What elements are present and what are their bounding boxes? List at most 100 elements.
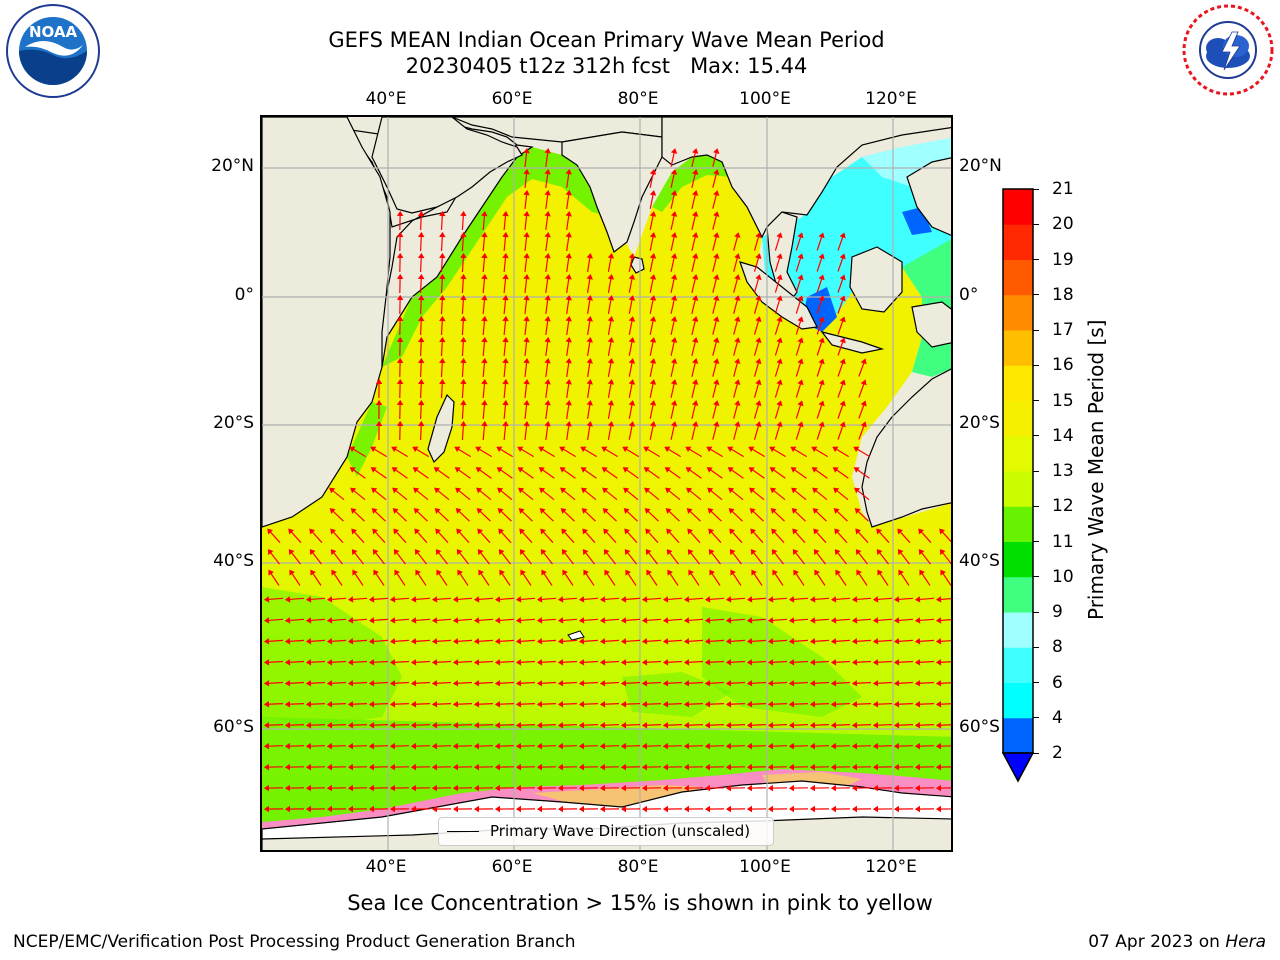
wave-arrow-head bbox=[439, 336, 446, 343]
wave-arrow-head bbox=[557, 659, 564, 666]
wave-arrow-head bbox=[872, 763, 879, 771]
wave-arrow-head bbox=[263, 680, 270, 687]
wave-arrow-head bbox=[776, 379, 783, 386]
wave-arrow-head bbox=[434, 508, 441, 514]
wave-arrow-head bbox=[368, 680, 375, 687]
wave-arrow-head bbox=[809, 638, 816, 645]
wave-arrow-head bbox=[855, 549, 862, 556]
wave-arrow-head bbox=[417, 399, 425, 406]
wave-arrow-head bbox=[502, 378, 509, 385]
wave-arrow-head bbox=[755, 358, 762, 365]
wave-arrow-head bbox=[691, 358, 699, 364]
wave-arrow-head bbox=[662, 680, 669, 687]
wave-arrow-head bbox=[893, 659, 900, 666]
wave-arrow-head bbox=[728, 487, 735, 494]
wave-arrow-head bbox=[326, 763, 333, 771]
wave-arrow-head bbox=[417, 420, 425, 427]
wave-arrow-head bbox=[797, 316, 804, 323]
wave-arrow-head bbox=[935, 638, 942, 645]
wave-arrow-head bbox=[935, 763, 942, 771]
footer-date: 07 Apr 2023 on Hera bbox=[1088, 932, 1266, 952]
colorbar-band bbox=[1003, 647, 1033, 683]
wave-arrow-head bbox=[709, 569, 715, 576]
wave-arrow-head bbox=[691, 148, 699, 154]
wave-arrow-head bbox=[809, 805, 816, 813]
wave-arrow-head bbox=[620, 596, 627, 603]
wave-arrow-head bbox=[586, 273, 593, 280]
wave-arrow-head bbox=[776, 253, 783, 260]
wave-arrow-head bbox=[557, 700, 564, 708]
wave-arrow-head bbox=[746, 721, 753, 729]
wave-arrow-head bbox=[565, 252, 572, 259]
wave-arrow-head bbox=[392, 508, 399, 514]
wave-arrow-head bbox=[797, 358, 804, 365]
wave-arrow-head bbox=[704, 700, 711, 708]
wave-arrow-head bbox=[734, 316, 741, 322]
colorbar-tick-mark bbox=[1033, 294, 1039, 296]
wave-arrow-head bbox=[538, 467, 545, 473]
wave-arrow-head bbox=[686, 508, 693, 514]
wave-arrow-head bbox=[854, 487, 861, 494]
wave-arrow-head bbox=[607, 273, 615, 280]
wave-arrow-head bbox=[935, 805, 942, 813]
wave-arrow-head bbox=[389, 659, 396, 666]
wave-arrow-head bbox=[662, 721, 669, 729]
wave-arrow-head bbox=[914, 700, 921, 708]
wave-arrow-head bbox=[460, 273, 467, 280]
wave-arrow-head bbox=[347, 763, 354, 771]
wave-arrow-head bbox=[439, 294, 446, 301]
wave-arrow-head bbox=[834, 528, 840, 535]
wave-arrow-head bbox=[396, 315, 404, 322]
wave-arrow-head bbox=[620, 742, 627, 750]
wave-arrow-head bbox=[818, 421, 825, 428]
wave-arrow-head bbox=[305, 763, 312, 771]
wave-arrow-head bbox=[473, 763, 480, 771]
wave-arrow-head bbox=[389, 784, 396, 792]
wave-arrow-head bbox=[391, 446, 398, 453]
wave-arrow-head bbox=[670, 358, 678, 364]
wave-arrow-head bbox=[725, 617, 732, 624]
wave-arrow-head bbox=[431, 784, 438, 792]
wave-arrow-head bbox=[410, 784, 417, 792]
wave-arrow-head bbox=[809, 596, 816, 603]
wave-arrow-head bbox=[536, 638, 543, 645]
wave-arrow-head bbox=[818, 232, 825, 239]
wave-arrow-head bbox=[452, 638, 459, 645]
wave-arrow-head bbox=[860, 400, 867, 407]
wave-arrow-head bbox=[812, 508, 819, 514]
wave-arrow-head bbox=[417, 231, 425, 238]
wave-arrow-head bbox=[746, 763, 753, 771]
wave-arrow-head bbox=[833, 508, 840, 514]
land-madagascar bbox=[427, 393, 455, 464]
wave-arrow-head bbox=[536, 659, 543, 666]
wave-arrow-head bbox=[898, 569, 904, 576]
wave-arrow-head bbox=[560, 508, 567, 514]
wave-arrow-head bbox=[628, 337, 636, 343]
wave-arrow-head bbox=[790, 467, 797, 473]
wave-arrow-head bbox=[368, 659, 375, 666]
wave-arrow-head bbox=[565, 231, 572, 238]
colorbar-tick-label: 16 bbox=[1052, 355, 1074, 376]
colorbar-tick-label: 8 bbox=[1052, 637, 1063, 658]
wave-arrow-head bbox=[644, 508, 651, 514]
wave-arrow-head bbox=[396, 420, 404, 427]
wave-arrow-head bbox=[517, 446, 524, 453]
wave-arrow-head bbox=[515, 742, 522, 750]
wave-arrow-head bbox=[853, 467, 860, 473]
colorbar bbox=[1001, 188, 1035, 783]
wave-arrow-head bbox=[396, 252, 404, 259]
wave-arrow-head bbox=[872, 700, 879, 708]
colorbar-tick-label: 14 bbox=[1052, 425, 1074, 446]
wave-arrow-head bbox=[410, 638, 417, 645]
wave-arrow-head bbox=[691, 232, 699, 238]
wave-arrow-head bbox=[347, 784, 354, 792]
lon-tick-bottom: 120°E bbox=[865, 857, 917, 877]
wave-arrow-head bbox=[670, 232, 678, 238]
wave-arrow-head bbox=[475, 467, 482, 473]
wave-arrow-head bbox=[536, 742, 543, 750]
wave-arrow-head bbox=[497, 487, 504, 494]
wave-arrow-head bbox=[417, 294, 425, 301]
wave-arrow-head bbox=[599, 805, 605, 813]
wave-arrow-head bbox=[935, 784, 942, 792]
wave-arrow-head bbox=[502, 252, 509, 259]
